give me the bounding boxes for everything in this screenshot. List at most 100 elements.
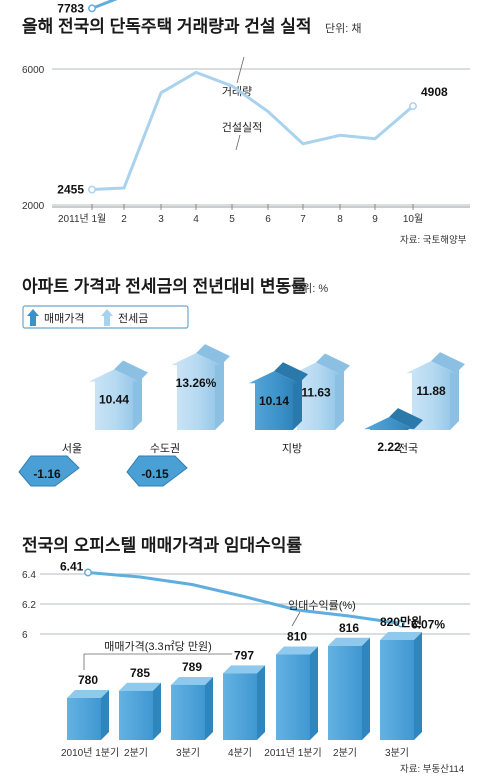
bar-price <box>380 640 414 740</box>
bar-sale-0-value: -1.16 <box>33 467 61 481</box>
bar-sale-2-side <box>293 374 302 430</box>
data-point <box>409 102 417 111</box>
start-value-label: 2455 <box>57 183 84 197</box>
bar-price <box>223 673 257 740</box>
s2-title: 아파트 가격과 전세금의 전년대비 변동률 <box>22 277 307 296</box>
bar-value-label: 797 <box>234 648 254 662</box>
bar-rent-1-side <box>215 356 224 430</box>
category-label: 수도권 <box>150 442 180 455</box>
bar-value-label: 785 <box>130 666 150 680</box>
series-name-label: 매매가격(3.3㎡당 만원) <box>104 640 212 653</box>
bar-price-side <box>101 690 109 740</box>
bar-rent-0-side <box>133 372 142 430</box>
s1-title: 올해 전국의 단독주택 거래량과 건설 실적 <box>22 17 312 36</box>
data-point <box>397 619 405 628</box>
bar-sale-3 <box>364 417 414 430</box>
bar-price-side <box>257 665 265 740</box>
bar-sale-1-value: -0.15 <box>141 467 169 481</box>
bar-price-side <box>414 632 422 740</box>
bar-price-side <box>362 637 370 740</box>
bar-price-top <box>223 665 265 674</box>
x-tick-label: 5 <box>229 214 235 225</box>
bar-price-top <box>328 637 370 646</box>
series-name-label: 임대수익률(%) <box>288 599 356 612</box>
bar-price <box>119 690 153 740</box>
x-tick-label: 2011년 1분기 <box>264 747 321 759</box>
bar-value-label: 810 <box>287 630 307 644</box>
bar-sale-2 <box>249 371 299 430</box>
data-point <box>88 185 96 194</box>
data-point <box>88 4 96 13</box>
x-tick-label: 2010년 1분기 <box>61 747 119 759</box>
leader-line <box>236 56 245 84</box>
s1-chart: 2011년 1월2345678910월77831만168체거래량24554908… <box>57 0 448 225</box>
bar-rent-2-head-side <box>316 353 350 375</box>
series-line-yield <box>87 571 402 625</box>
bar-price-top <box>380 632 422 640</box>
bar-price-top <box>119 682 161 691</box>
bar-rent-3-value: 11.88 <box>416 384 446 398</box>
legend-item-0: 매매가격 <box>44 312 84 325</box>
data-point <box>84 568 92 577</box>
x-tick-label: 4분기 <box>228 747 252 759</box>
bar-rent-2-value: 11.63 <box>301 386 331 400</box>
bar-price-top <box>276 646 318 655</box>
end-value-label: 4908 <box>421 85 448 99</box>
bar-sale-2-head-side <box>274 362 308 384</box>
s3-grid: 6.4 6.2 6 <box>22 570 470 641</box>
x-tick-label: 3 <box>158 214 164 225</box>
bar-rent-0-value: 10.44 <box>99 392 129 406</box>
bar-value-label: 789 <box>182 660 202 674</box>
bar-rent-3-head-side <box>431 352 465 374</box>
s3-chart: 6.41 6.07% 임대수익률(%) 780 2010년 1분기 785 2분기 789 3분… <box>60 560 445 760</box>
x-tick-label: 2분기 <box>333 747 357 759</box>
bar-price-top <box>67 690 109 698</box>
s1-grid: 1000060002000 <box>22 65 470 212</box>
bar-price-side <box>153 682 161 740</box>
leader-line <box>291 611 301 627</box>
bar-price-top <box>171 676 213 685</box>
x-tick-label: 6 <box>265 214 271 225</box>
bar-price <box>67 698 101 740</box>
x-tick-label: 4 <box>193 214 199 225</box>
s1-unit: 단위: 채 <box>325 22 361 35</box>
legend-arrow-light-icon <box>101 309 113 326</box>
bar-value-label: 820만원 <box>380 614 422 629</box>
bar-price <box>328 645 362 740</box>
x-tick-label: 2분기 <box>124 747 148 759</box>
bar-rent-0-head-side <box>114 360 148 382</box>
bar-price <box>276 654 310 740</box>
legend: 매매가격 전세금 <box>22 305 189 329</box>
start-value-label: 7783 <box>57 1 84 15</box>
s3-source: 자료: 부동산114 <box>400 764 464 775</box>
bar-sale-2-value: 10.14 <box>259 394 289 408</box>
bar-value-label: 816 <box>339 621 359 635</box>
x-tick-label: 3분기 <box>176 747 200 759</box>
y-tick-label: 6000 <box>22 65 45 76</box>
end-value-label: 6.07% <box>411 618 445 632</box>
category-label: 전국 <box>398 442 418 455</box>
legend-item-1: 전세금 <box>118 312 148 325</box>
x-tick-label: 10월 <box>403 213 423 225</box>
y-tick-label: 6.4 <box>22 570 36 581</box>
bar-value-label: 780 <box>78 673 98 687</box>
category-label: 서울 <box>62 442 82 455</box>
bar-rent-1-head-side <box>196 344 230 366</box>
y-tick-label: 6 <box>22 630 28 641</box>
bar-rent-3-side <box>450 364 459 430</box>
x-tick-label: 7 <box>300 214 306 225</box>
series-line-transactions <box>91 0 118 10</box>
series-line-construction <box>91 70 414 192</box>
bar-sale-0 <box>18 455 80 487</box>
bar-price-side <box>205 676 213 740</box>
x-tick-label: 9 <box>372 214 378 225</box>
x-tick-label: 3분기 <box>385 747 409 759</box>
bar-rent-1 <box>171 353 221 430</box>
y-tick-label: 6.2 <box>22 600 36 611</box>
s1-source: 자료: 국토해양부 <box>400 234 467 246</box>
legend-arrow-dark-icon <box>27 309 39 326</box>
bar-rent-0 <box>89 369 139 430</box>
